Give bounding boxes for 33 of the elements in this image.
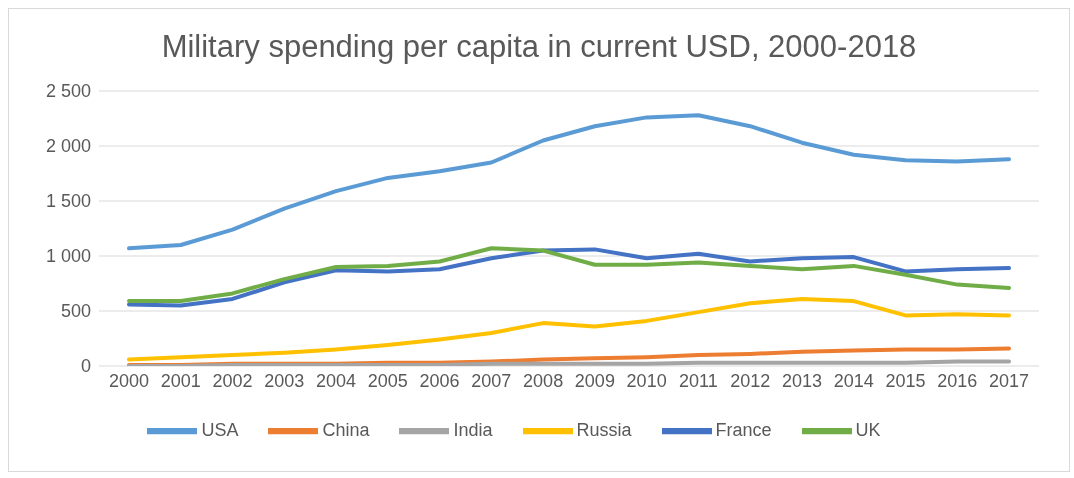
x-tick-label: 2001: [160, 370, 201, 391]
legend-label: UK: [855, 419, 881, 440]
line-series: [127, 113, 1011, 251]
chart-title: Military spending per capita in current USD, 2000-2018: [160, 29, 918, 66]
x-tick-label: 2014: [833, 370, 874, 391]
y-tick-label: 1 500: [45, 191, 91, 212]
y-tick-label: 2 500: [45, 81, 91, 102]
x-tick-label: 2007: [471, 370, 512, 391]
x-tick-label: 2008: [523, 370, 564, 391]
legend-label: China: [322, 419, 370, 440]
x-tick-label: 2013: [781, 370, 822, 391]
x-tick-label: 2002: [212, 370, 253, 391]
y-tick-label: 500: [60, 301, 91, 322]
x-tick-label: 2015: [885, 370, 926, 391]
legend-label: USA: [201, 419, 239, 440]
x-tick-label: 2011: [679, 370, 718, 391]
y-tick-label: 1 000: [45, 246, 91, 267]
legend-label: France: [715, 419, 772, 440]
x-tick-label: 2017: [988, 370, 1030, 391]
x-tick-label: 2012: [730, 370, 771, 391]
y-tick-label: 2 000: [45, 136, 91, 157]
x-tick-label: 2003: [264, 370, 305, 391]
x-tick-label: 2006: [419, 370, 460, 391]
x-tick-label: 2000: [108, 370, 150, 391]
legend-label: India: [453, 419, 493, 440]
x-tick-label: 2016: [937, 370, 978, 391]
x-tick-label: 2004: [316, 370, 357, 391]
x-tick-label: 2010: [626, 370, 667, 391]
line-series: [127, 296, 1011, 362]
y-tick-label: 0: [80, 356, 91, 377]
x-tick-label: 2009: [574, 370, 615, 391]
legend-label: Russia: [576, 419, 632, 440]
x-tick-label: 2005: [367, 370, 408, 391]
